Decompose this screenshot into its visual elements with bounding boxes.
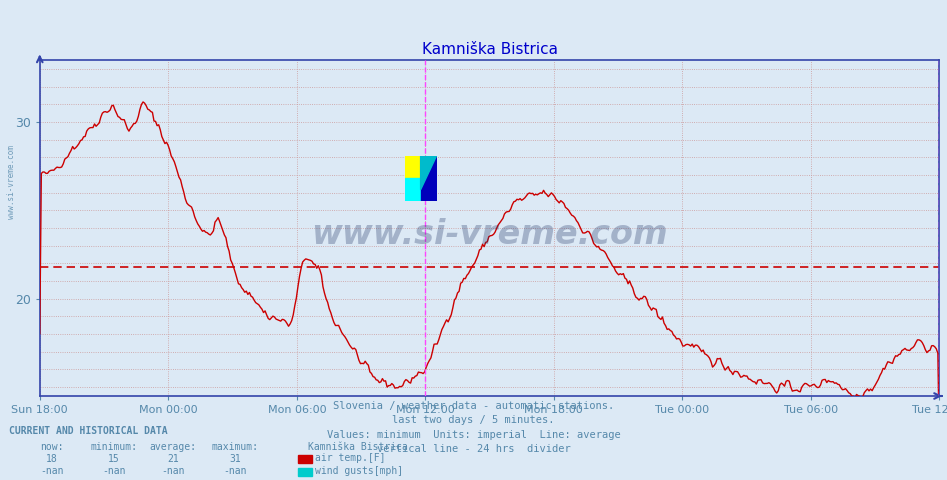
Text: 18: 18 bbox=[46, 454, 58, 464]
Text: 31: 31 bbox=[229, 454, 241, 464]
Text: average:: average: bbox=[150, 442, 197, 452]
Polygon shape bbox=[420, 156, 437, 201]
Title: Kamniška Bistrica: Kamniška Bistrica bbox=[421, 42, 558, 58]
Text: now:: now: bbox=[41, 442, 63, 452]
Text: -nan: -nan bbox=[102, 466, 125, 476]
Text: wind gusts[mph]: wind gusts[mph] bbox=[315, 467, 403, 476]
Text: www.si-vreme.com: www.si-vreme.com bbox=[7, 145, 16, 219]
Text: Slovenia / weather data - automatic stations.
last two days / 5 minutes.
Values:: Slovenia / weather data - automatic stat… bbox=[327, 401, 620, 454]
Text: CURRENT AND HISTORICAL DATA: CURRENT AND HISTORICAL DATA bbox=[9, 426, 169, 436]
Bar bbox=[404, 156, 420, 179]
Text: 21: 21 bbox=[168, 454, 179, 464]
Text: air temp.[F]: air temp.[F] bbox=[315, 454, 385, 463]
Text: minimum:: minimum: bbox=[90, 442, 137, 452]
Bar bbox=[404, 179, 420, 201]
Text: Kamniška Bistrica: Kamniška Bistrica bbox=[308, 442, 407, 452]
Text: -nan: -nan bbox=[223, 466, 246, 476]
Polygon shape bbox=[420, 156, 437, 190]
Text: maximum:: maximum: bbox=[211, 442, 259, 452]
Text: -nan: -nan bbox=[162, 466, 185, 476]
Text: 15: 15 bbox=[108, 454, 119, 464]
Text: www.si-vreme.com: www.si-vreme.com bbox=[312, 218, 668, 251]
Text: -nan: -nan bbox=[41, 466, 63, 476]
